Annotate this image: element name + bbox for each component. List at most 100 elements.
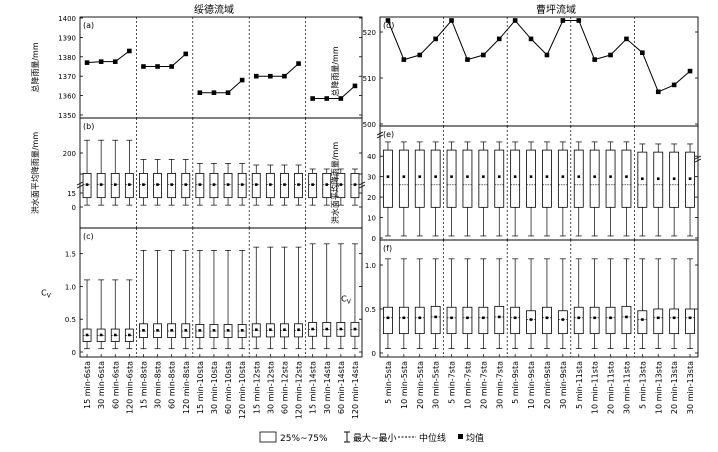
mean-marker: [184, 329, 188, 332]
mean-marker: [482, 316, 485, 320]
x-tick-label: 120 min-12sta: [295, 361, 304, 419]
box: [462, 306, 473, 335]
mean-marker: [212, 183, 216, 186]
mean-marker: [353, 327, 357, 331]
data-point: [155, 64, 160, 69]
x-tick-label: 30 min-10sta: [210, 361, 219, 414]
axis-break: [694, 155, 702, 163]
mean-marker: [170, 329, 173, 332]
ylabel-sub: V: [347, 299, 352, 306]
right-charts: 500 510 520 (d) 总降雨量/mm 0 10 20 30 40 (e) 洪水面平均降雨量/…: [330, 16, 702, 414]
box: [398, 149, 409, 208]
x-tick-label: 15 min-14sta: [309, 361, 318, 414]
y-tick-label: 1360: [58, 93, 76, 101]
data-point: [225, 90, 231, 95]
mean-marker: [269, 183, 272, 186]
x-tick-label: 20 min-7sta: [479, 361, 488, 409]
box: [542, 149, 552, 208]
ylabel-e: 洪水面平均降雨量/mm: [330, 142, 340, 224]
panel-b-frame: [79, 117, 363, 229]
data-point: [481, 52, 486, 58]
ylabel-b: 洪水面平均降雨量/mm: [30, 132, 40, 214]
mean-marker: [386, 175, 390, 178]
mean-marker: [577, 316, 581, 320]
ylabel-f: CV: [341, 295, 352, 306]
panel-label-e: (e): [383, 130, 394, 139]
mean-marker: [656, 177, 660, 181]
y-tick-label: 510: [363, 75, 376, 83]
mean-marker: [545, 175, 549, 178]
x-tick-label: 10 min-11sta: [591, 361, 600, 414]
y-tick-label: 1370: [58, 73, 76, 81]
ylabel-a: 总降雨量/mm: [30, 42, 40, 92]
box: [478, 149, 489, 208]
y-tick-label: 1.0: [365, 262, 376, 270]
mean-marker: [325, 183, 329, 186]
data-point: [496, 36, 502, 42]
x-tick-label: 30 min-13sta: [686, 361, 695, 414]
mean-marker: [450, 175, 453, 178]
x-tick-label: 60 min-8sta: [168, 361, 177, 409]
mean-marker: [198, 329, 202, 332]
box: [383, 149, 393, 208]
data-point: [239, 77, 245, 83]
panel-f-frame: [379, 239, 699, 358]
panel-a-frame: [79, 16, 363, 119]
data-point: [183, 51, 189, 57]
box: [462, 149, 473, 208]
x-tick-label: 60 min-14sta: [337, 361, 346, 414]
x-tick-label: 5 min-7sta: [448, 361, 457, 404]
panel-label-b: (b): [83, 122, 94, 131]
mean-marker: [688, 316, 692, 320]
box: [510, 149, 521, 208]
mean-marker: [184, 183, 188, 186]
x-tick-label: 60 min-6sta: [111, 361, 120, 409]
y-tick-label: 0.5: [65, 316, 76, 324]
mean-marker: [641, 177, 644, 181]
y-tick-label: 0: [372, 350, 376, 358]
mean-marker: [170, 183, 173, 186]
data-point: [544, 52, 550, 58]
mean-marker: [212, 329, 216, 332]
y-tick-label: 520: [363, 29, 376, 37]
y-tick-label: 200: [63, 150, 76, 158]
mean-marker: [577, 175, 581, 178]
data-point: [592, 57, 597, 62]
y-tick-label: 30: [367, 174, 376, 182]
y-tick-label: 15: [67, 190, 76, 198]
mean-marker: [142, 329, 145, 332]
x-tick-label: 20 min-9sta: [543, 361, 552, 409]
data-point: [449, 18, 454, 23]
series-line: [199, 79, 243, 94]
y-tick-label: 1.0: [65, 283, 76, 291]
x-tick-label: 30 min-6sta: [97, 361, 106, 409]
mean-marker: [283, 183, 286, 186]
box: [621, 149, 632, 208]
data-point: [512, 18, 518, 23]
mean-marker: [226, 183, 230, 186]
mean-marker: [156, 183, 159, 186]
data-point: [84, 60, 90, 65]
box: [573, 149, 584, 208]
mean-marker: [254, 328, 258, 332]
x-tick-label: 5 min-13sta: [638, 361, 647, 409]
data-point: [640, 50, 645, 55]
x-tick-label: 30 min-9sta: [559, 361, 568, 409]
y-tick-label: 1380: [58, 54, 76, 62]
data-point: [385, 18, 391, 23]
data-point: [560, 18, 566, 23]
legend-box-label: 25%~75%: [280, 434, 328, 444]
mean-marker: [497, 175, 501, 178]
data-point: [687, 68, 693, 74]
y-tick-label: 10: [367, 215, 376, 223]
mean-marker: [561, 318, 565, 321]
box: [398, 306, 409, 335]
y-tick-label: 20: [367, 194, 376, 202]
x-tick-label: 30 min-7sta: [495, 361, 504, 409]
panel-label-a: (a): [83, 21, 94, 30]
x-tick-label: 30 min-5sta: [432, 361, 441, 409]
x-tick-label: 30 min-12sta: [266, 361, 275, 414]
y-tick-label: 500: [363, 121, 376, 129]
ylabel-sub: V: [47, 293, 52, 300]
mean-marker: [513, 175, 517, 178]
